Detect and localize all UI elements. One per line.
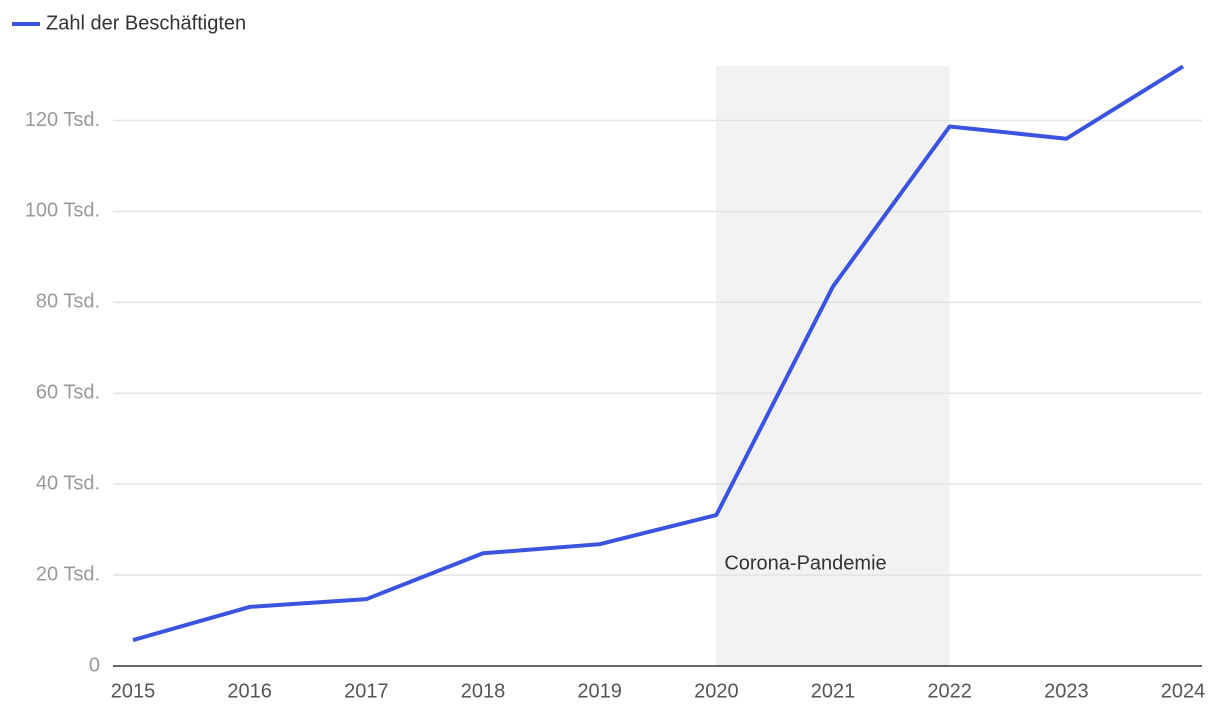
x-tick-label: 2024 bbox=[1161, 680, 1206, 702]
x-tick-label: 2019 bbox=[577, 680, 622, 702]
y-tick-label: 120 Tsd. bbox=[25, 109, 100, 131]
x-tick-label: 2017 bbox=[344, 680, 389, 702]
x-tick-label: 2022 bbox=[927, 680, 972, 702]
y-tick-label: 0 bbox=[89, 654, 100, 676]
data-line bbox=[132, 64, 1185, 643]
x-tick-label: 2015 bbox=[111, 680, 156, 702]
x-tick-label: 2020 bbox=[694, 680, 739, 702]
highlight-band bbox=[716, 66, 950, 666]
y-tick-label: 100 Tsd. bbox=[25, 200, 100, 222]
x-tick-label: 2021 bbox=[811, 680, 856, 702]
annotation-label: Corona-Pandemie bbox=[724, 552, 886, 574]
y-tick-label: 20 Tsd. bbox=[36, 563, 100, 585]
y-tick-label: 80 Tsd. bbox=[36, 291, 100, 313]
x-tick-label: 2016 bbox=[227, 680, 272, 702]
x-tick-label: 2018 bbox=[461, 680, 506, 702]
x-tick-label: 2023 bbox=[1044, 680, 1089, 702]
y-tick-label: 40 Tsd. bbox=[36, 472, 100, 494]
legend-label: Zahl der Beschäftigten bbox=[46, 12, 246, 34]
y-tick-label: 60 Tsd. bbox=[36, 382, 100, 404]
